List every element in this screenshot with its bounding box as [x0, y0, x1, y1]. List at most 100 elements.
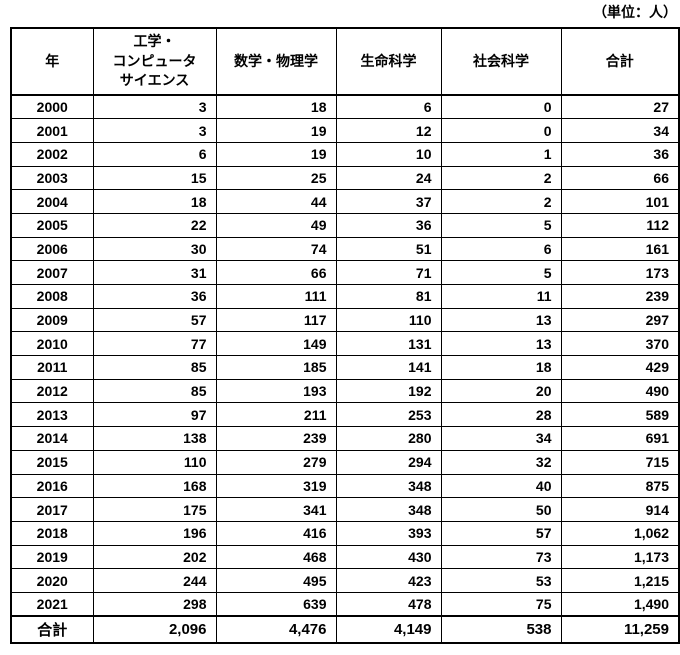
- value-cell: 239: [215, 426, 337, 451]
- value-cell: 0: [440, 118, 562, 143]
- value-cell: 193: [215, 378, 337, 404]
- total-value-social-science: 538: [440, 615, 562, 644]
- value-cell: 22: [92, 212, 217, 238]
- value-cell: 6: [335, 94, 442, 120]
- value-cell: 691: [560, 426, 680, 451]
- value-cell: 490: [560, 378, 680, 404]
- table-row: 2013 97 211 253 28 589: [10, 402, 680, 428]
- value-cell: 34: [560, 118, 680, 143]
- column-header-engineering-cs: 工学・ コンピュータ サイエンス: [92, 27, 217, 96]
- value-cell: 53: [440, 568, 562, 593]
- value-cell: 6: [92, 141, 217, 167]
- value-cell: 110: [335, 307, 442, 333]
- year-cell: 2020: [10, 568, 94, 593]
- total-value-math-physics: 4,476: [215, 615, 337, 644]
- value-cell: 161: [560, 236, 680, 262]
- year-cell: 2018: [10, 520, 94, 546]
- value-cell: 131: [335, 331, 442, 357]
- value-cell: 13: [440, 331, 562, 357]
- value-cell: 192: [335, 378, 442, 404]
- value-cell: 211: [215, 402, 337, 428]
- value-cell: 196: [92, 520, 217, 546]
- value-cell: 5: [440, 212, 562, 238]
- value-cell: 1,062: [560, 520, 680, 546]
- year-cell: 2005: [10, 212, 94, 238]
- table-row: 2001 3 19 12 0 34: [10, 118, 680, 143]
- value-cell: 298: [92, 591, 217, 617]
- value-cell: 1: [440, 141, 562, 167]
- value-cell: 19: [215, 118, 337, 143]
- value-cell: 85: [92, 378, 217, 404]
- value-cell: 57: [440, 520, 562, 546]
- value-cell: 71: [335, 260, 442, 285]
- year-cell: 2013: [10, 402, 94, 428]
- table-row: 2004 18 44 37 2 101: [10, 189, 680, 214]
- value-cell: 97: [92, 402, 217, 428]
- value-cell: 81: [335, 284, 442, 309]
- value-cell: 348: [335, 473, 442, 499]
- table-row: 2006 30 74 51 6 161: [10, 236, 680, 262]
- value-cell: 44: [215, 189, 337, 214]
- value-cell: 66: [215, 260, 337, 285]
- value-cell: 32: [440, 449, 562, 475]
- table-row: 2009 57 117 110 13 297: [10, 307, 680, 333]
- total-row-label: 合計: [10, 615, 94, 644]
- column-header-life-science: 生命科学: [335, 27, 442, 96]
- value-cell: 50: [440, 497, 562, 522]
- value-cell: 36: [92, 284, 217, 309]
- value-cell: 149: [215, 331, 337, 357]
- column-header-year: 年: [10, 27, 94, 96]
- value-cell: 141: [335, 355, 442, 380]
- value-cell: 495: [215, 568, 337, 593]
- value-cell: 478: [335, 591, 442, 617]
- table-footer: 合計 2,096 4,476 4,149 538 11,259: [10, 615, 680, 644]
- value-cell: 1,173: [560, 544, 680, 570]
- value-cell: 36: [335, 212, 442, 238]
- value-cell: 589: [560, 402, 680, 428]
- value-cell: 85: [92, 355, 217, 380]
- value-cell: 20: [440, 378, 562, 404]
- value-cell: 168: [92, 473, 217, 499]
- value-cell: 175: [92, 497, 217, 522]
- table-row: 2021 298 639 478 75 1,490: [10, 591, 680, 617]
- table-row: 2019 202 468 430 73 1,173: [10, 544, 680, 570]
- value-cell: 348: [335, 497, 442, 522]
- value-cell: 1,490: [560, 591, 680, 617]
- value-cell: 423: [335, 568, 442, 593]
- year-cell: 2001: [10, 118, 94, 143]
- value-cell: 66: [560, 165, 680, 191]
- value-cell: 28: [440, 402, 562, 428]
- value-cell: 875: [560, 473, 680, 499]
- value-cell: 319: [215, 473, 337, 499]
- table-row: 2005 22 49 36 5 112: [10, 212, 680, 238]
- year-cell: 2008: [10, 284, 94, 309]
- value-cell: 138: [92, 426, 217, 451]
- year-cell: 2003: [10, 165, 94, 191]
- value-cell: 1,215: [560, 568, 680, 593]
- table-row: 2003 15 25 24 2 66: [10, 165, 680, 191]
- value-cell: 25: [215, 165, 337, 191]
- table-row: 2008 36 111 81 11 239: [10, 284, 680, 309]
- value-cell: 2: [440, 189, 562, 214]
- table-row: 2017 175 341 348 50 914: [10, 497, 680, 522]
- value-cell: 111: [215, 284, 337, 309]
- value-cell: 49: [215, 212, 337, 238]
- year-cell: 2010: [10, 331, 94, 357]
- table-row: 2010 77 149 131 13 370: [10, 331, 680, 357]
- value-cell: 3: [92, 118, 217, 143]
- total-value-engineering-cs: 2,096: [92, 615, 217, 644]
- value-cell: 117: [215, 307, 337, 333]
- table-row: 2002 6 19 10 1 36: [10, 141, 680, 167]
- value-cell: 36: [560, 141, 680, 167]
- column-header-math-physics: 数学・物理学: [215, 27, 337, 96]
- year-cell: 2014: [10, 426, 94, 451]
- value-cell: 0: [440, 94, 562, 120]
- table-row: 2012 85 193 192 20 490: [10, 378, 680, 404]
- value-cell: 341: [215, 497, 337, 522]
- year-cell: 2006: [10, 236, 94, 262]
- table-row: 2014 138 239 280 34 691: [10, 426, 680, 451]
- value-cell: 393: [335, 520, 442, 546]
- value-cell: 11: [440, 284, 562, 309]
- value-cell: 12: [335, 118, 442, 143]
- value-cell: 5: [440, 260, 562, 285]
